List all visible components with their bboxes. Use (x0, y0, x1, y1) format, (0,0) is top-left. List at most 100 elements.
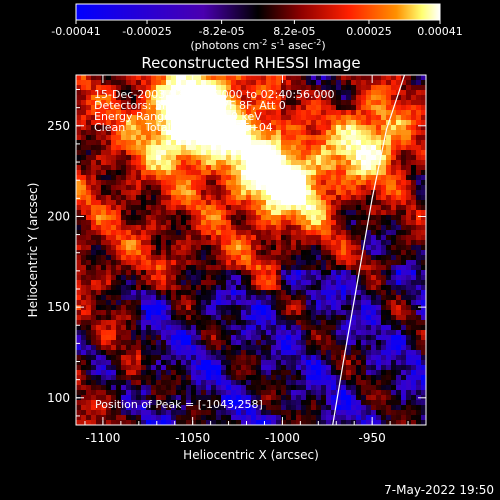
heatmap-cell (321, 295, 326, 300)
heatmap-cell (346, 395, 351, 400)
heatmap-cell (166, 145, 171, 150)
heatmap-cell (396, 105, 401, 110)
heatmap-cell (76, 110, 81, 115)
heatmap-cell (261, 400, 266, 405)
heatmap-cell (161, 250, 166, 255)
heatmap-cell (386, 330, 391, 335)
heatmap-cell (236, 295, 241, 300)
heatmap-cell (266, 200, 271, 205)
heatmap-cell (371, 110, 376, 115)
heatmap-cell (76, 275, 81, 280)
heatmap-cell (331, 290, 336, 295)
heatmap-cell (386, 325, 391, 330)
heatmap-cell (256, 270, 261, 275)
heatmap-cell (186, 290, 191, 295)
heatmap-cell (331, 140, 336, 145)
heatmap-cell (236, 270, 241, 275)
heatmap-cell (166, 325, 171, 330)
heatmap-cell (381, 190, 386, 195)
heatmap-cell (171, 265, 176, 270)
heatmap-cell (356, 90, 361, 95)
heatmap-cell (101, 225, 106, 230)
heatmap-cell (261, 365, 266, 370)
heatmap-cell (161, 400, 166, 405)
heatmap-cell (296, 185, 301, 190)
heatmap-cell (301, 380, 306, 385)
heatmap-cell (261, 80, 266, 85)
heatmap-cell (181, 275, 186, 280)
heatmap-cell (371, 230, 376, 235)
heatmap-cell (221, 100, 226, 105)
heatmap-cell (306, 270, 311, 275)
heatmap-cell (166, 230, 171, 235)
heatmap-cell (411, 395, 416, 400)
heatmap-cell (221, 75, 226, 80)
heatmap-cell (366, 325, 371, 330)
heatmap-cell (321, 105, 326, 110)
heatmap-cell (296, 225, 301, 230)
heatmap-cell (366, 270, 371, 275)
heatmap-cell (236, 395, 241, 400)
heatmap-cell (211, 265, 216, 270)
heatmap-cell (411, 160, 416, 165)
heatmap-cell (86, 365, 91, 370)
heatmap-cell (361, 365, 366, 370)
heatmap-cell (156, 85, 161, 90)
heatmap-cell (396, 165, 401, 170)
heatmap-cell (316, 260, 321, 265)
heatmap-cell (166, 235, 171, 240)
heatmap-cell (346, 335, 351, 340)
heatmap-cell (276, 255, 281, 260)
heatmap-cell (131, 200, 136, 205)
heatmap-cell (251, 95, 256, 100)
heatmap-cell (376, 295, 381, 300)
heatmap-cell (261, 220, 266, 225)
heatmap-cell (271, 385, 276, 390)
heatmap-cell (181, 200, 186, 205)
heatmap-cell (356, 415, 361, 420)
heatmap-cell (326, 255, 331, 260)
heatmap-cell (111, 355, 116, 360)
heatmap-cell (296, 90, 301, 95)
heatmap-cell (421, 310, 426, 315)
heatmap-cell (106, 165, 111, 170)
heatmap-cell (106, 120, 111, 125)
heatmap-cell (416, 295, 421, 300)
heatmap-cell (296, 300, 301, 305)
heatmap-cell (231, 195, 236, 200)
heatmap-cell (211, 340, 216, 345)
heatmap-cell (191, 230, 196, 235)
heatmap-cell (266, 400, 271, 405)
heatmap-cell (171, 275, 176, 280)
heatmap-cell (191, 205, 196, 210)
heatmap-cell (106, 355, 111, 360)
heatmap-cell (331, 325, 336, 330)
heatmap-cell (201, 130, 206, 135)
heatmap-cell (406, 145, 411, 150)
heatmap-cell (256, 375, 261, 380)
heatmap-cell (331, 265, 336, 270)
heatmap-cell (191, 270, 196, 275)
heatmap-cell (191, 150, 196, 155)
heatmap-cell (421, 420, 426, 425)
heatmap-cell (366, 130, 371, 135)
heatmap-cell (156, 115, 161, 120)
heatmap-cell (351, 330, 356, 335)
heatmap-cell (171, 120, 176, 125)
heatmap-cell (136, 205, 141, 210)
heatmap-cell (366, 365, 371, 370)
heatmap-cell (321, 395, 326, 400)
heatmap-cell (181, 400, 186, 405)
heatmap-cell (121, 95, 126, 100)
heatmap-cell (281, 395, 286, 400)
heatmap-cell (156, 395, 161, 400)
heatmap-cell (306, 185, 311, 190)
heatmap-cell (91, 320, 96, 325)
heatmap-cell (211, 130, 216, 135)
heatmap-cell (86, 215, 91, 220)
heatmap-cell (256, 355, 261, 360)
heatmap-cell (251, 145, 256, 150)
heatmap-cell (341, 345, 346, 350)
heatmap-cell (231, 160, 236, 165)
heatmap-cell (101, 375, 106, 380)
